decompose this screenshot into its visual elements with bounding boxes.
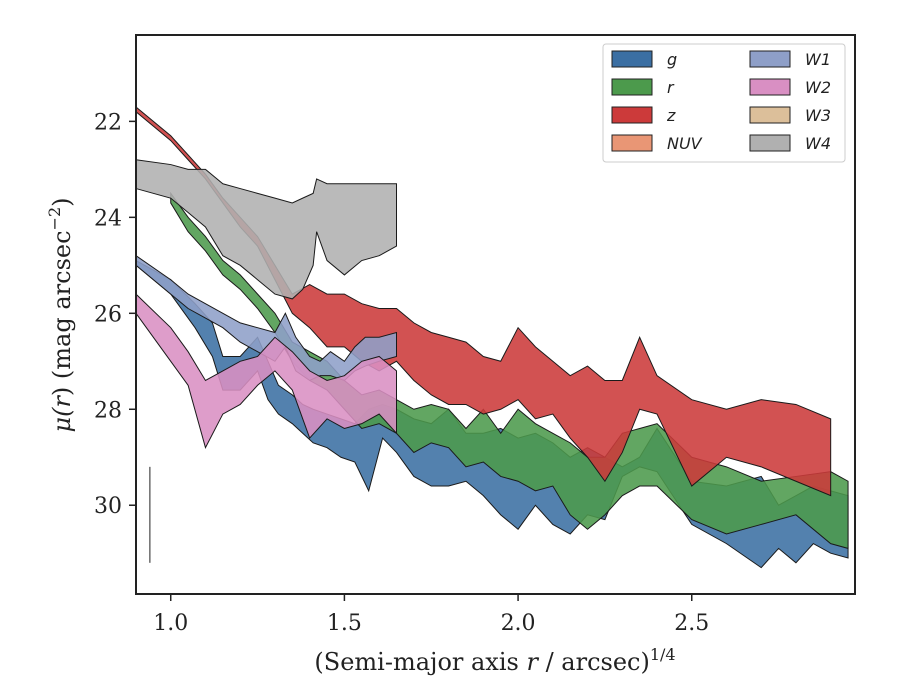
y-tick-label: 30 bbox=[94, 494, 122, 519]
y-tick-label: 26 bbox=[94, 302, 122, 327]
y-axis-ticks: 22 24 26 28 30 bbox=[94, 110, 136, 519]
legend-label-w1: W1 bbox=[805, 50, 831, 69]
legend-label-w2: W2 bbox=[805, 78, 831, 97]
legend-label-nuv: NUV bbox=[667, 134, 703, 153]
x-tick-label: 1.5 bbox=[327, 611, 362, 636]
x-tick-label: 2.0 bbox=[501, 611, 536, 636]
legend-label-w4: W4 bbox=[805, 134, 831, 153]
x-axis-label: (Semi-major axis r / arcsec)1/4 bbox=[314, 645, 675, 676]
legend-label-r: r bbox=[667, 78, 675, 97]
legend-swatch-z bbox=[611, 106, 653, 124]
x-axis-ticks: 1.0 1.5 2.0 2.5 bbox=[153, 594, 709, 636]
legend-swatch-g bbox=[611, 50, 653, 68]
legend-label-z: z bbox=[666, 106, 676, 125]
legend-box bbox=[602, 43, 846, 163]
x-tick-label: 1.0 bbox=[153, 611, 188, 636]
y-axis-label: μ(r) (mag arcsec−2) bbox=[45, 197, 76, 432]
y-tick-label: 24 bbox=[94, 206, 122, 231]
legend-swatch-w3 bbox=[749, 106, 791, 124]
band-areas bbox=[135, 105, 849, 569]
y-tick-label: 22 bbox=[94, 110, 122, 135]
legend-swatch-w4 bbox=[749, 134, 791, 152]
y-tick-label: 28 bbox=[94, 398, 122, 423]
plot-frame bbox=[135, 34, 856, 595]
legend-swatch-nuv bbox=[611, 134, 653, 152]
band-z bbox=[135, 105, 832, 497]
band-w4 bbox=[135, 159, 398, 300]
legend-swatch-w2 bbox=[749, 78, 791, 96]
legend-swatch-r bbox=[611, 78, 653, 96]
legend: grz NUV W1 W2 W3 W4 bbox=[602, 43, 846, 163]
legend-label-w3: W3 bbox=[805, 106, 831, 125]
legend-swatch-w1 bbox=[749, 50, 791, 68]
legend-label-g: g bbox=[667, 50, 677, 69]
x-tick-label: 2.5 bbox=[674, 611, 709, 636]
band-w2 bbox=[135, 292, 398, 450]
